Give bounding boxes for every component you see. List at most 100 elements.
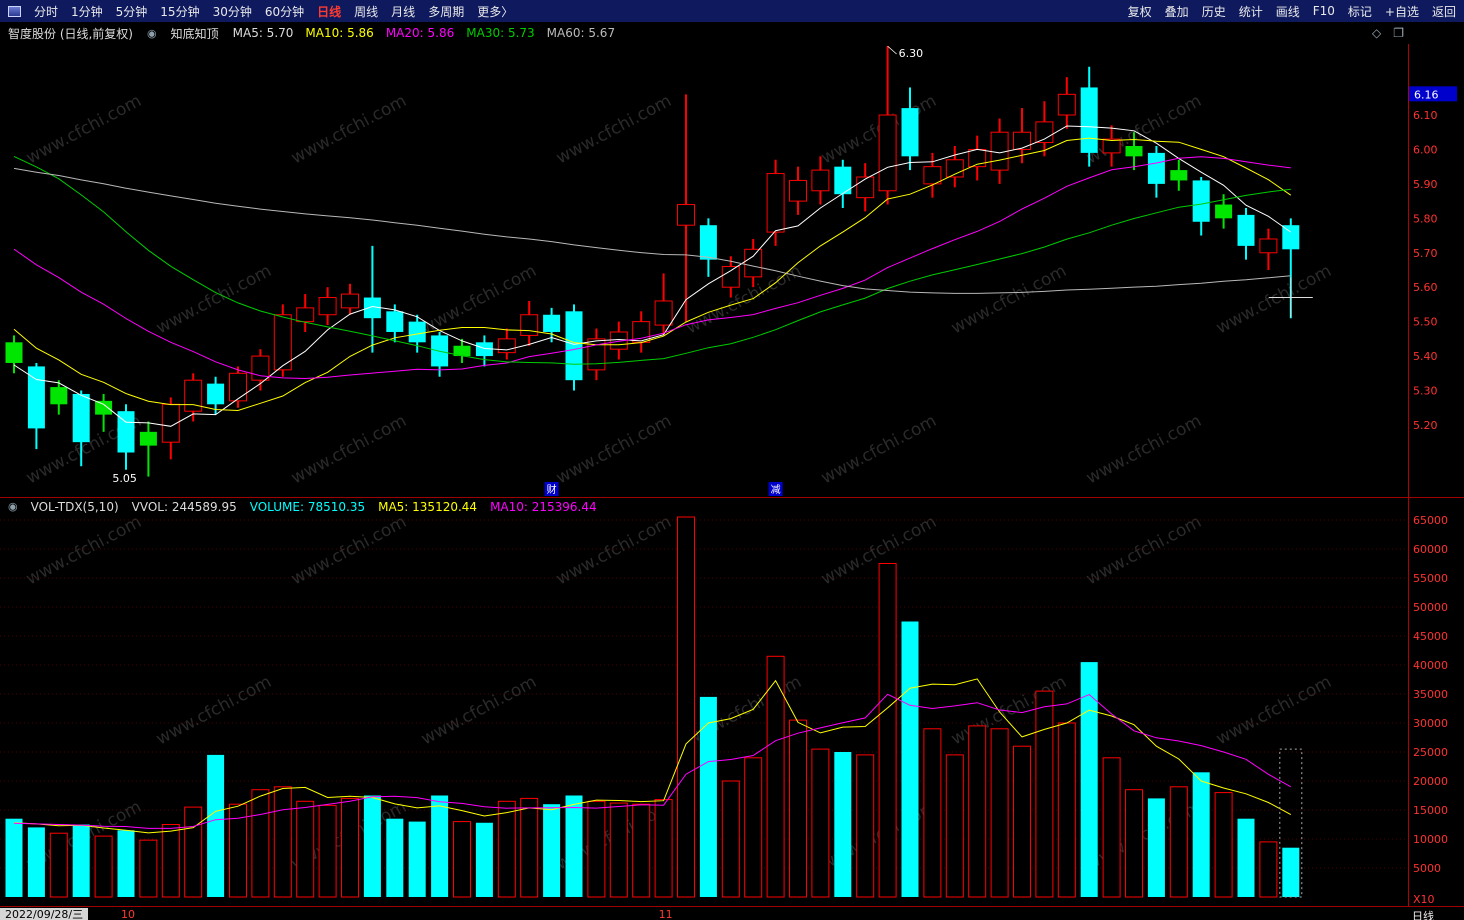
app-icon[interactable]	[8, 5, 21, 17]
svg-text:www.cfchi.com: www.cfchi.com	[553, 411, 675, 488]
window-icon[interactable]: ❐	[1393, 26, 1404, 40]
volume-tick: 25000	[1413, 746, 1448, 759]
price-tick: 5.70	[1413, 247, 1438, 260]
stock-title: 智度股份 (日线,前复权)	[8, 26, 133, 41]
menu-item-mark[interactable]: 标记	[1347, 4, 1372, 19]
volume-tick: 20000	[1413, 775, 1448, 788]
price-tick: 5.40	[1413, 350, 1438, 363]
volume-value: VOLUME: 78510.35	[249, 499, 366, 514]
menu-item-15min[interactable]: 15分钟	[160, 4, 200, 19]
diamond-icon[interactable]: ◇	[1372, 26, 1382, 40]
ma-label-2: MA20: 5.86	[385, 26, 455, 40]
main-indicator-name[interactable]: 知底知顶	[170, 26, 219, 41]
ma-legend: MA5: 5.70 MA10: 5.86 MA20: 5.86 MA30: 5.73 M…	[233, 26, 615, 40]
signal-text: 减	[771, 484, 781, 496]
ma-label-1: MA10: 5.86	[305, 26, 374, 40]
menu-item-multi-period[interactable]: 多周期	[428, 4, 465, 19]
svg-text:www.cfchi.com: www.cfchi.com	[1083, 515, 1205, 589]
menu-item-60min[interactable]: 60分钟	[264, 4, 305, 19]
volume-ma10-value: MA10: 215396.44	[490, 499, 597, 514]
month-marker: 11	[658, 908, 673, 920]
volume-tick: 35000	[1413, 688, 1448, 701]
svg-text:www.cfchi.com: www.cfchi.com	[153, 672, 275, 749]
menu-item-1min[interactable]: 1分钟	[71, 4, 103, 19]
ma-label-3: MA30: 5.73	[466, 26, 535, 40]
ma60-line	[13, 167, 1291, 294]
price-tick: 5.90	[1413, 178, 1438, 191]
price-axis-line	[1408, 44, 1409, 906]
price-tick: 5.80	[1413, 212, 1438, 225]
vvol-value: VVOL: 244589.95	[131, 499, 237, 514]
signal-text: 财	[547, 483, 557, 496]
status-bar: 2022/09/28/三 10 11 日线	[0, 906, 1464, 920]
price-tick: 5.50	[1413, 316, 1438, 329]
low-annotation: 5.05	[112, 472, 136, 485]
info-bar: 智度股份 (日线,前复权) ◉ 知底知顶 MA5: 5.70 MA10: 5.86…	[0, 22, 1464, 44]
menu-item-back[interactable]: 返回	[1431, 4, 1456, 19]
menu-item-overlay[interactable]: 叠加	[1164, 4, 1189, 19]
menu-item-f10[interactable]: F10	[1312, 4, 1335, 18]
volume-chart[interactable]: www.cfchi.com www.cfchi.com www.cfchi.com w…	[0, 515, 1464, 906]
volume-tick: 55000	[1413, 572, 1448, 585]
volume-ma10-line	[13, 693, 1292, 829]
svg-text:www.cfchi.com: www.cfchi.com	[23, 91, 145, 168]
menu-item-5min[interactable]: 5分钟	[115, 4, 148, 19]
svg-text:www.cfchi.com: www.cfchi.com	[948, 261, 1070, 338]
volume-tick: 65000	[1413, 515, 1448, 527]
volume-tick: 5000	[1413, 862, 1441, 875]
volume-tick: 30000	[1413, 717, 1448, 730]
svg-text:www.cfchi.com: www.cfchi.com	[418, 672, 540, 749]
menu-item-daily[interactable]: 日线	[317, 4, 342, 19]
menu-item-draw-line[interactable]: 画线	[1275, 4, 1300, 19]
volume-header: ◉ VOL-TDX(5,10) VVOL: 244589.95 VOLUME: …	[0, 497, 1464, 515]
menu-item-30min[interactable]: 30分钟	[212, 4, 252, 19]
menu-bar: 分时 1分钟 5分钟 15分钟 30分钟 60分钟 日线 周线 月线 多周期 更多〉 复权 叠加 历史统…	[0, 0, 1464, 22]
current-bar-box	[1279, 748, 1303, 898]
svg-text:www.cfchi.com: www.cfchi.com	[1083, 411, 1205, 488]
price-chart[interactable]: www.cfchi.com www.cfchi.com www.cfchi.com w…	[0, 44, 1464, 497]
price-tick: 5.60	[1413, 281, 1438, 294]
volume-unit: X10	[1413, 893, 1435, 906]
menu-item-add-watchlist[interactable]: +自选	[1384, 4, 1419, 19]
svg-text:www.cfchi.com: www.cfchi.com	[288, 411, 410, 488]
svg-text:www.cfchi.com: www.cfchi.com	[1213, 261, 1335, 338]
volume-tick: 40000	[1413, 659, 1448, 672]
svg-text:www.cfchi.com: www.cfchi.com	[553, 91, 675, 168]
svg-text:www.cfchi.com: www.cfchi.com	[288, 91, 410, 168]
menu-item-more[interactable]: 更多〉	[477, 4, 514, 19]
volume-tick: 45000	[1413, 630, 1448, 643]
ma-label-4: MA60: 5.67	[546, 26, 616, 40]
menu-item-intraday[interactable]: 分时	[34, 4, 59, 19]
volume-tick: 10000	[1413, 833, 1448, 846]
signal-marker	[544, 482, 559, 496]
last-price-value: 6.16	[1414, 88, 1439, 101]
ma10-line	[13, 137, 1292, 412]
price-tick: 6.00	[1413, 143, 1438, 156]
price-tick: 6.10	[1413, 109, 1438, 122]
last-price-tag	[1409, 86, 1457, 102]
menu-item-adjust[interactable]: 复权	[1127, 4, 1152, 19]
month-marker: 10	[121, 908, 135, 920]
volume-indicator-name[interactable]: VOL-TDX(5,10)	[30, 499, 119, 514]
volume-tick: 60000	[1413, 543, 1448, 556]
volume-ma5-value: MA5: 135120.44	[378, 499, 478, 514]
volume-tick: 50000	[1413, 601, 1448, 614]
svg-text:www.cfchi.com: www.cfchi.com	[818, 411, 940, 488]
ma30-line	[13, 155, 1291, 365]
date-label: 2022/09/28/三	[0, 908, 89, 920]
menu-item-monthly[interactable]: 月线	[391, 4, 416, 19]
ma20-line	[13, 156, 1291, 380]
ma5-line	[13, 125, 1292, 427]
volume-ma5-line	[13, 678, 1292, 834]
period-label: 日线	[1412, 910, 1434, 920]
volume-indicator-icon[interactable]: ◉	[8, 500, 18, 513]
svg-text:www.cfchi.com: www.cfchi.com	[1213, 672, 1335, 749]
indicator-icon: ◉	[147, 26, 157, 40]
menu-item-history[interactable]: 历史	[1201, 4, 1226, 19]
menu-item-weekly[interactable]: 周线	[354, 4, 379, 19]
menu-item-statistics[interactable]: 统计	[1238, 4, 1263, 19]
volume-tick: 15000	[1413, 804, 1448, 817]
crosshair	[1268, 277, 1313, 318]
high-annotation: 6.30	[899, 47, 924, 60]
